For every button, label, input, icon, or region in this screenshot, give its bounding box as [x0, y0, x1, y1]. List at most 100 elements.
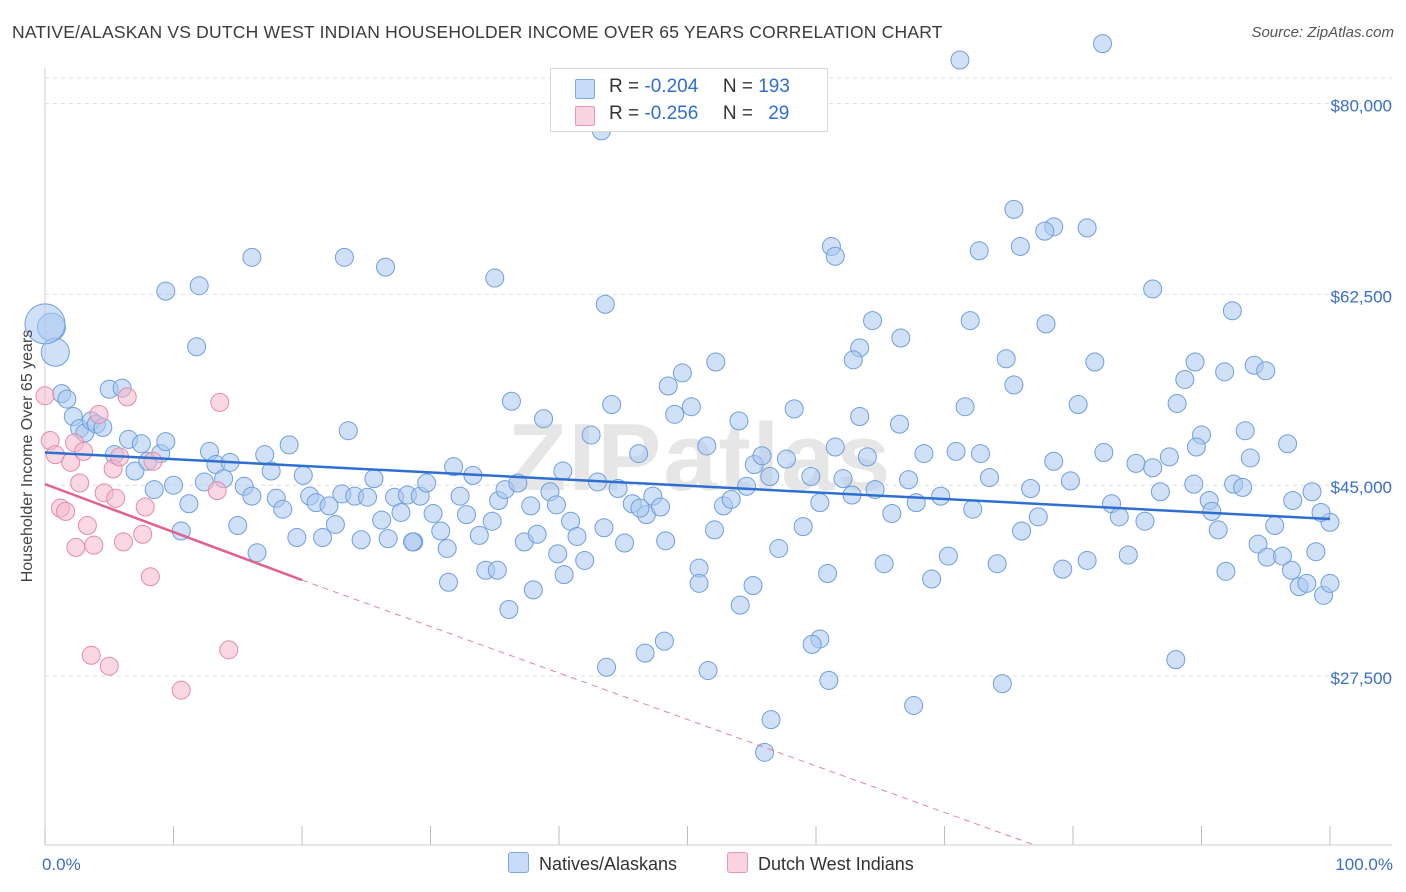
data-point [992, 674, 1012, 694]
data-point [501, 391, 521, 411]
data-point [485, 268, 505, 288]
data-point [1035, 221, 1055, 241]
data-point [979, 468, 999, 488]
data-point [689, 573, 709, 593]
data-point [987, 554, 1007, 574]
data-point [1233, 477, 1253, 497]
legend-n-value: 29 [768, 103, 790, 124]
data-point [629, 444, 649, 464]
data-point [1184, 474, 1204, 494]
data-point [922, 569, 942, 589]
chart-source: Source: ZipAtlas.com [1251, 24, 1394, 41]
data-point [89, 404, 109, 424]
data-point [863, 311, 883, 331]
data-point [313, 528, 333, 548]
data-point [1135, 511, 1155, 531]
data-point [364, 469, 384, 489]
data-point [450, 486, 470, 506]
data-point [721, 489, 741, 509]
data-point [1004, 199, 1024, 219]
data-point [597, 657, 617, 677]
data-point [1265, 516, 1285, 536]
data-point [242, 247, 262, 267]
data-point [1060, 471, 1080, 491]
trend-line-natives [44, 451, 1331, 521]
data-point [594, 518, 614, 538]
watermark: ZIPatlas [508, 404, 892, 511]
data-point [431, 521, 451, 541]
legend-r-value: -0.256 [644, 103, 699, 124]
data-point [508, 473, 528, 493]
stats-legend: R = -0.204 N = 193 R = -0.256 N = 29 [550, 68, 828, 132]
data-point [143, 451, 163, 471]
data-point [1004, 375, 1024, 395]
data-point [1186, 437, 1206, 457]
data-point [784, 399, 804, 419]
data-point [963, 499, 983, 519]
data-point [179, 494, 199, 514]
data-point [1053, 559, 1073, 579]
data-point [730, 595, 750, 615]
data-point [1010, 236, 1030, 256]
data-point [66, 537, 86, 557]
data-point [140, 567, 160, 587]
data-point [1306, 542, 1326, 562]
x-tick-labels: 0.0% 100.0% [42, 855, 1393, 874]
data-point [548, 544, 568, 564]
data-point [890, 414, 910, 434]
data-point [776, 449, 796, 469]
data-point [737, 476, 757, 496]
data-point [553, 461, 573, 481]
legend-r-label: R = [609, 103, 640, 124]
data-point [1208, 520, 1228, 540]
data-point [554, 565, 574, 585]
trend-line-dutch-extension [301, 579, 1035, 846]
data-point [499, 600, 519, 619]
data-point [1167, 393, 1187, 413]
legend-r-label: R = [609, 76, 640, 97]
data-point [1150, 482, 1170, 502]
data-point [760, 466, 780, 486]
data-point [125, 461, 145, 481]
data-point [793, 517, 813, 537]
data-point [135, 497, 155, 517]
data-point [1320, 573, 1340, 593]
data-point [656, 531, 676, 551]
data-point [1216, 561, 1236, 581]
legend-n-label: N = [722, 103, 753, 124]
data-point [665, 404, 685, 424]
trend-lines [44, 451, 1331, 846]
data-point [319, 496, 339, 516]
data-point [825, 246, 845, 266]
data-point [99, 656, 119, 676]
data-point [358, 487, 378, 507]
data-point [255, 445, 275, 465]
data-point [1311, 502, 1331, 522]
y-tick-label: $27,500 [1331, 669, 1392, 688]
data-point [1044, 451, 1064, 471]
data-point [818, 564, 838, 584]
data-point [672, 363, 692, 383]
data-point [417, 473, 437, 493]
data-point [456, 505, 476, 525]
data-point [279, 435, 299, 455]
axes [44, 68, 1392, 846]
data-point [1028, 507, 1048, 527]
bottom-legend-natives: Natives/Alaskans [508, 852, 677, 875]
data-point [651, 497, 671, 517]
data-point [438, 572, 458, 592]
data-point [946, 441, 966, 461]
data-point [970, 444, 990, 464]
legend-swatch-natives [575, 79, 595, 99]
data-point [706, 352, 726, 372]
data-point [882, 504, 902, 524]
y-axis-label: Householder Income Over 65 years [19, 330, 36, 583]
bottom-legend-label-natives: Natives/Alaskans [539, 854, 678, 874]
data-point [261, 461, 281, 481]
data-point [1297, 573, 1317, 593]
data-point [242, 486, 262, 506]
data-point [704, 520, 724, 540]
data-point [899, 470, 919, 490]
data-point [698, 661, 718, 681]
data-point [57, 389, 77, 409]
